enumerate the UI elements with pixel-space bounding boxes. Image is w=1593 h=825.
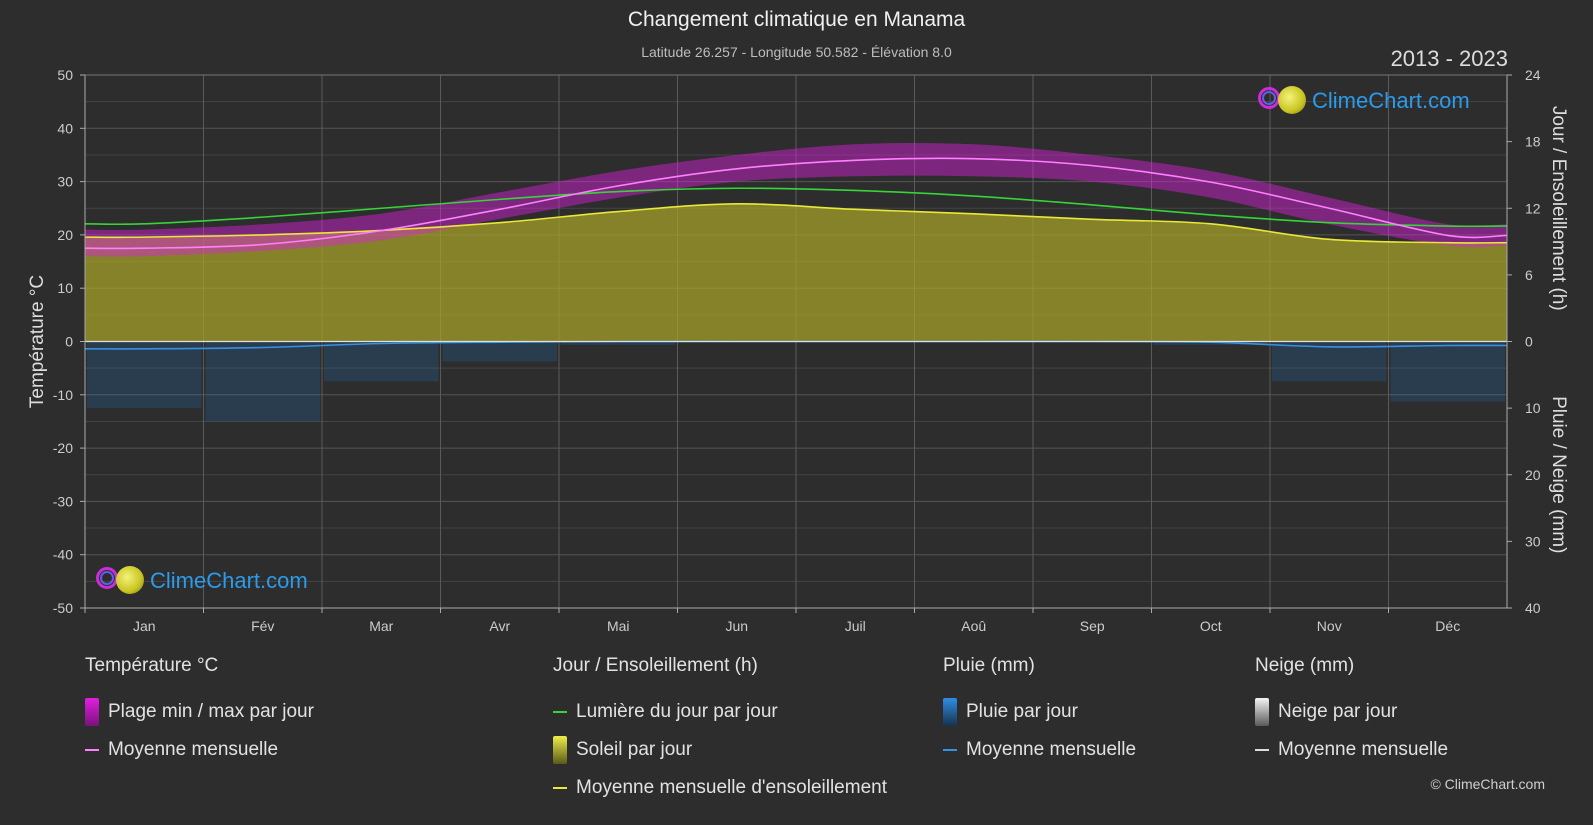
- rain-bar: [442, 341, 557, 362]
- legend-item: Neige par jour: [1255, 693, 1448, 731]
- tick-label-left: 40: [57, 120, 73, 136]
- snow-swatch: [1255, 698, 1269, 726]
- snow-avg-swatch: [1255, 749, 1269, 751]
- y-axis-title-right-bottom: Pluie / Neige (mm): [1548, 396, 1569, 553]
- tick-label-left: -50: [53, 600, 73, 616]
- tick-label-left: 10: [57, 280, 73, 296]
- tick-label-right-hours: 6: [1525, 267, 1533, 283]
- legend-rain: Pluie (mm) Pluie par jour Moyenne mensue…: [943, 655, 1136, 769]
- legend-item: Lumière du jour par jour: [553, 693, 887, 731]
- legend-label: Moyenne mensuelle: [966, 739, 1137, 760]
- month-label: Mai: [607, 618, 630, 634]
- daylight-swatch: [553, 711, 567, 713]
- legend-item: Soleil par jour: [553, 731, 887, 769]
- legend-item: Moyenne mensuelle: [1255, 731, 1448, 769]
- legend-heading: Pluie (mm): [943, 655, 1035, 676]
- legend-label: Moyenne mensuelle: [108, 739, 279, 760]
- legend-label: Soleil par jour: [576, 739, 693, 760]
- month-label: Déc: [1435, 618, 1460, 634]
- temp-avg-line: [85, 157, 1507, 250]
- month-label: Mar: [369, 618, 393, 634]
- temp-range-band: [85, 142, 1507, 257]
- legend-label: Moyenne mensuelle: [1278, 739, 1449, 760]
- temp-avg-swatch: [85, 749, 99, 751]
- tick-label-left: 20: [57, 227, 73, 243]
- month-label: Fév: [251, 618, 274, 634]
- tick-label-right-precip: 20: [1525, 467, 1541, 483]
- month-label: Jun: [725, 618, 748, 634]
- tick-label-left: 0: [65, 334, 73, 350]
- tick-label-left: -30: [53, 493, 73, 509]
- tick-label-right-hours: 12: [1525, 200, 1541, 216]
- tick-label-right-hours: 24: [1525, 67, 1541, 83]
- month-label: Nov: [1317, 618, 1342, 634]
- sunshine-swatch: [553, 736, 567, 764]
- temp-range-swatch: [85, 698, 99, 726]
- tick-label-right-precip: 10: [1525, 400, 1541, 416]
- y-axis-title-right-top: Jour / Ensoleillement (h): [1548, 106, 1569, 311]
- month-label: Juil: [845, 618, 866, 634]
- rain-bar: [1153, 341, 1268, 345]
- legend-snow: Neige (mm) Neige par jour Moyenne mensue…: [1255, 655, 1448, 769]
- chart-title: Changement climatique en Manama: [627, 8, 966, 31]
- copyright: © ClimeChart.com: [1430, 776, 1545, 792]
- month-label: Aoû: [961, 618, 986, 634]
- month-label: Oct: [1200, 618, 1222, 634]
- month-label: Avr: [489, 618, 510, 634]
- rain-bar: [1390, 341, 1505, 402]
- tick-label-right-precip: 40: [1525, 600, 1541, 616]
- legend-label: Pluie par jour: [966, 701, 1078, 722]
- legend-heading: Température °C: [85, 655, 219, 676]
- brand-logo-bottom[interactable]: ClimeChart.com: [96, 566, 308, 596]
- tick-label-right-hours: 0: [1525, 334, 1533, 350]
- y-axis-title-left: Température °C: [27, 275, 48, 408]
- tick-label-left: -10: [53, 387, 73, 403]
- rain-swatch: [943, 698, 957, 726]
- brand-logo-icon: [96, 566, 148, 596]
- rain-bar: [324, 341, 439, 382]
- legend-temperature: Température °C Plage min / max par jour …: [85, 655, 314, 769]
- rain-bar: [1272, 341, 1387, 382]
- legend-item: Pluie par jour: [943, 693, 1136, 731]
- month-label: Jan: [133, 618, 156, 634]
- sunshine-area: [85, 203, 1507, 342]
- tick-label-left: 50: [57, 67, 73, 83]
- legend-item: Moyenne mensuelle d'ensoleillement: [553, 769, 887, 807]
- rain-bar: [205, 341, 320, 422]
- tick-label-left: 30: [57, 174, 73, 190]
- rain-bar: [561, 341, 676, 345]
- legend-label: Moyenne mensuelle d'ensoleillement: [576, 777, 887, 798]
- sunshine-avg-line: [85, 203, 1507, 244]
- brand-logo-top[interactable]: ClimeChart.com: [1258, 86, 1470, 116]
- brand-logo-icon: [1258, 86, 1310, 116]
- legend-item: Moyenne mensuelle: [943, 731, 1136, 769]
- tick-label-right-hours: 18: [1525, 134, 1541, 150]
- sunshine-avg-swatch: [553, 787, 567, 789]
- legend-label: Lumière du jour par jour: [576, 701, 778, 722]
- rain-bar: [87, 341, 202, 409]
- period-label: 2013 - 2023: [1390, 46, 1508, 71]
- tick-label-left: -20: [53, 440, 73, 456]
- brand-name: ClimeChart.com: [150, 568, 308, 593]
- legend-heading: Neige (mm): [1255, 655, 1355, 676]
- chart-subtitle: Latitude 26.257 - Longitude 50.582 - Élé…: [641, 44, 952, 60]
- rain-avg-swatch: [943, 749, 957, 751]
- tick-label-right-precip: 30: [1525, 533, 1541, 549]
- tick-label-left: -40: [53, 547, 73, 563]
- brand-name: ClimeChart.com: [1312, 88, 1470, 113]
- legend-label: Plage min / max par jour: [108, 701, 314, 722]
- legend-item: Moyenne mensuelle: [85, 731, 314, 769]
- legend-label: Neige par jour: [1278, 701, 1398, 722]
- legend-heading: Jour / Ensoleillement (h): [553, 655, 758, 676]
- legend-sun: Jour / Ensoleillement (h) Lumière du jou…: [553, 655, 887, 807]
- month-label: Sep: [1080, 618, 1105, 634]
- daylight-line: [85, 187, 1507, 228]
- legend-item: Plage min / max par jour: [85, 693, 314, 731]
